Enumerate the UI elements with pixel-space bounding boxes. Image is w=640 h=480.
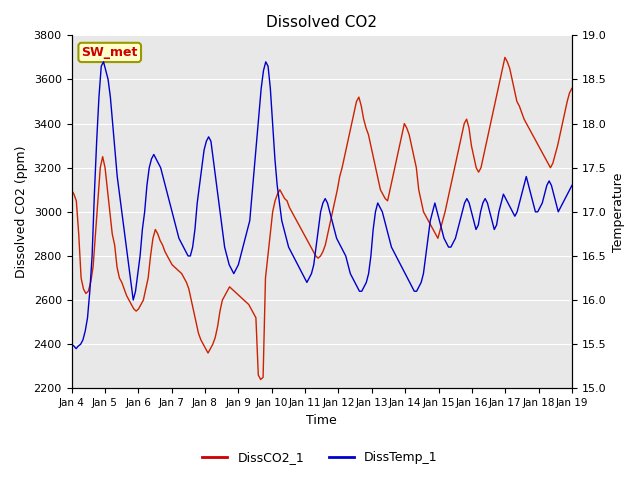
DissCO2_1 (72, 198, 80, 204)
DissTemp_1 (218, 227, 226, 232)
DissTemp_1 (520, 182, 528, 188)
DissTemp_1 (68, 341, 76, 347)
DissTemp_1 (511, 214, 518, 219)
DissCO2_1 (307, 244, 315, 250)
DissCO2_1 (319, 249, 327, 254)
DissCO2_1 (68, 187, 76, 192)
Line: DissCO2_1: DissCO2_1 (72, 58, 572, 380)
Text: SW_met: SW_met (81, 46, 138, 59)
DissCO2_1 (520, 116, 528, 122)
DissCO2_1 (173, 266, 180, 272)
DissTemp_1 (568, 182, 576, 188)
DissTemp_1 (209, 156, 217, 162)
DissCO2_1 (568, 85, 576, 91)
DissTemp_1 (495, 209, 502, 215)
X-axis label: Time: Time (307, 414, 337, 427)
Y-axis label: Temperature: Temperature (612, 172, 625, 252)
Legend: DissCO2_1, DissTemp_1: DissCO2_1, DissTemp_1 (197, 446, 443, 469)
DissTemp_1 (340, 249, 348, 254)
Line: DissTemp_1: DissTemp_1 (72, 62, 572, 348)
DissTemp_1 (100, 59, 108, 65)
DissTemp_1 (72, 346, 80, 351)
DissCO2_1 (257, 377, 264, 383)
DissCO2_1 (489, 109, 497, 115)
Y-axis label: Dissolved CO2 (ppm): Dissolved CO2 (ppm) (15, 145, 28, 278)
Title: Dissolved CO2: Dissolved CO2 (266, 15, 377, 30)
DissCO2_1 (501, 55, 509, 60)
